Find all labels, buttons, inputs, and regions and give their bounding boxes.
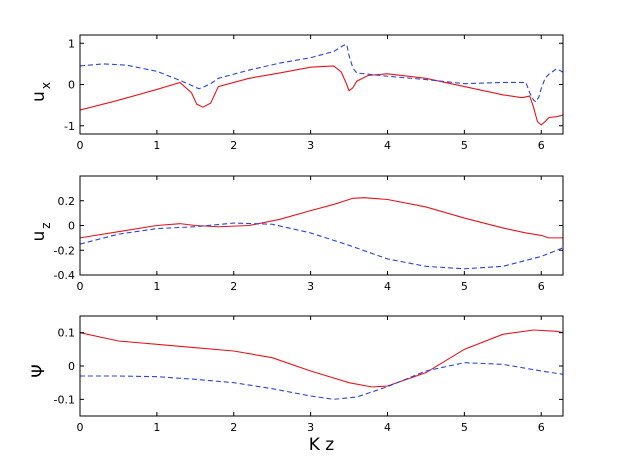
y-tick-label: -0.4 [54,269,75,282]
solid-series-line [80,329,563,388]
x-tick-label: 5 [461,139,468,152]
x-tick-label: 4 [384,280,391,293]
x-tick-label: 2 [230,280,237,293]
x-tick-label: 6 [538,139,545,152]
dashed-series-line [80,362,563,400]
y-tick-label: 1 [68,37,75,50]
dashed-series-line [80,43,563,103]
x-tick-label: 0 [77,280,84,293]
x-tick-label: 3 [307,421,314,434]
x-tick-label: 1 [153,280,160,293]
y-tick-label: -1 [64,120,75,133]
x-tick-label: 6 [538,280,545,293]
solid-series-line [80,197,563,239]
x-tick-label: 0 [77,421,84,434]
subplot-2: 0 1 2 3 4 5 6 -0.4 -0.2 0 0.2 uz [29,175,564,293]
x-tick-label: 5 [461,421,468,434]
x-axis-label: K z [309,435,335,455]
x-tick-label: 1 [153,421,160,434]
solid-series-line [80,65,563,126]
y-tick-label: 0 [68,360,75,373]
x-tick-label: 4 [384,139,391,152]
y-axis-label: uz [29,222,53,241]
x-tick-label: 6 [538,421,545,434]
y-axis-label: Ψ [29,364,49,377]
axes-frame [79,34,564,135]
x-tick-label: 3 [307,139,314,152]
y-axis-label-subscript: x [39,82,53,89]
x-tick-label: 2 [230,421,237,434]
y-axis-label-main: u [29,231,49,242]
y-axis-label-main: Ψ [29,364,49,377]
x-tick-label: 2 [230,139,237,152]
y-axis-label: ux [29,82,53,102]
y-tick-label: -0.1 [54,393,75,406]
dashed-series-line [80,222,563,270]
axes-frame [79,315,564,417]
x-tick-label: 5 [461,280,468,293]
x-tick-label: 0 [77,139,84,152]
y-tick-label: 0 [68,79,75,92]
y-tick-label: -0.2 [54,244,75,257]
y-axis-label-main: u [29,91,49,102]
y-tick-label: 0.1 [58,327,76,340]
y-tick-label: 0 [68,220,75,233]
x-tick-label: 4 [384,421,391,434]
x-tick-label: 3 [307,280,314,293]
subplot-3: 0 1 2 3 4 5 6 -0.1 0 0.1 Ψ K z [29,315,564,455]
y-tick-label: 0.2 [58,195,76,208]
x-tick-label: 1 [153,139,160,152]
axes-frame [79,175,564,276]
y-axis-label-subscript: z [39,222,53,228]
